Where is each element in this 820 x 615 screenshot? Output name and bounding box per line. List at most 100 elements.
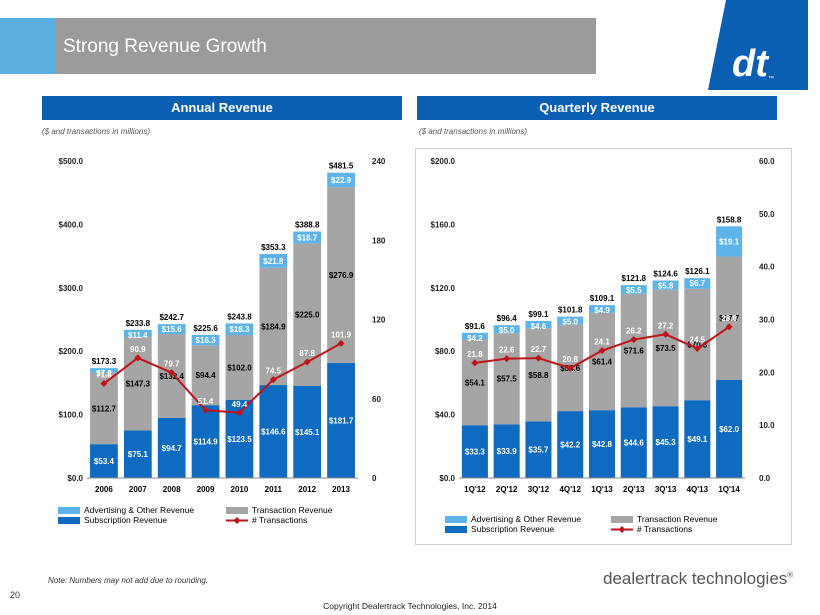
x-tick-label: 2Q'12 [496,485,518,494]
bar-data-label: $18.7 [297,233,318,242]
bar-total-label: $173.3 [92,357,117,366]
legend-label: Subscription Revenue [471,524,554,534]
y2-tick-label: 120 [372,316,386,325]
bar-total-label: $388.8 [295,221,320,230]
legend-label: Advertising & Other Revenue [84,505,194,515]
x-tick-label: 2006 [95,485,113,494]
transactions-data-label: 87.8 [299,349,315,358]
bar-data-label: $58.8 [528,371,549,380]
y2-tick-label: 0.0 [759,474,771,483]
bar-data-label: $75.1 [128,450,149,459]
x-tick-label: 2008 [163,485,181,494]
x-tick-label: 2011 [265,485,283,494]
bar-segment [525,320,552,329]
bar-data-label: $5.5 [626,286,642,295]
bar-data-label: $53.4 [94,457,115,466]
bar-data-label: $114.9 [194,438,219,447]
y-tick-label: $120.0 [431,284,456,293]
y-tick-label: $400.0 [59,220,84,229]
transactions-marker [269,376,277,384]
bar-segment [327,172,355,188]
bar-data-label: $145.1 [295,428,320,437]
bar-segment [191,345,220,406]
bar-segment [123,430,152,478]
legend-label: Transaction Revenue [252,505,333,515]
bar-data-label: $102.0 [227,363,252,372]
bar-total-label: $481.5 [329,162,354,171]
bar-data-label: $22.9 [331,176,352,185]
bar-segment [716,379,743,478]
x-tick-label: 4Q'12 [559,485,581,494]
legend-swatch [611,516,633,523]
bar-data-label: $5.0 [562,318,578,327]
bar-segment [90,368,118,373]
bar-segment [225,335,254,400]
bar-data-label: $181.7 [329,416,354,425]
annual-revenue-chart: $0.0 $100.0 $200.0 $300.0 $400.0 $500.0 0 60 120… [58,157,386,525]
bar-data-label: $71.6 [624,347,645,356]
bar-data-label: $184.9 [261,322,286,331]
bar-data-label: $11.4 [128,331,148,340]
bar-total-label: $99.1 [528,310,549,319]
x-tick-label: 2007 [129,485,147,494]
bar-segment [588,312,616,411]
logo-tm: ™ [768,75,774,82]
transactions-data-label: 20.8 [562,355,578,364]
transactions-data-label: 24.1 [594,338,610,347]
bar-data-label: $5.8 [658,282,674,291]
transactions-marker [235,409,243,417]
legend-swatch [226,507,248,514]
transactions-data-label: 51.4 [198,397,214,406]
x-tick-label: 1Q'14 [718,485,740,494]
transactions-marker [134,354,142,362]
bar-data-label: $61.4 [592,358,613,367]
bar-segment [557,316,584,325]
bar-segment [620,407,647,478]
bar-data-label: $35.7 [528,446,549,455]
bar-data-label: $49.1 [687,435,708,444]
bar-segment [157,324,186,335]
y2-tick-label: 60.0 [759,157,775,166]
bar-segment [327,362,355,478]
y-tick-label: $0.0 [439,474,455,483]
bar-data-label: $77.7 [719,314,740,323]
transactions-data-label: 26.2 [626,327,642,336]
bar-total-label: $233.8 [126,319,151,328]
y-tick-label: $300.0 [59,284,84,293]
bar-segment [620,285,647,294]
bar-data-label: $4.2 [467,334,483,343]
bar-segment [652,280,679,290]
bar-segment [123,336,152,431]
title-bar [55,18,596,74]
legend-label: Subscription Revenue [84,515,167,525]
bar-total-label: $225.6 [193,324,218,333]
bar-data-label: $62.0 [719,425,740,434]
bar-total-label: $96.4 [497,314,518,323]
y2-tick-label: 0 [372,474,377,483]
bar-segment [461,425,488,478]
page-number: 20 [10,590,21,600]
transactions-marker [303,358,311,366]
bar-data-label: $123.5 [227,435,252,444]
bar-segment [157,417,186,478]
bar-data-label: $147.3 [126,380,151,389]
transactions-data-label: 79.7 [164,360,180,369]
transactions-marker [598,347,606,355]
bar-segment [652,406,679,478]
x-tick-label: 1Q'13 [591,485,613,494]
transactions-data-label: 101.9 [331,330,352,339]
bar-segment [293,231,322,244]
bar-data-label: $42.2 [560,441,581,450]
transactions-data-label: 22.6 [499,346,515,355]
bar-segment [493,424,520,478]
bar-data-label: $5.0 [499,326,515,335]
y2-tick-label: 180 [372,236,386,245]
y2-tick-label: 50.0 [759,210,775,219]
bar-segment [327,187,355,363]
x-tick-label: 2Q'13 [623,485,645,494]
y2-tick-label: 40.0 [759,263,775,272]
bar-segment [225,323,254,336]
bar-segment [493,325,520,334]
rounding-note: Note: Numbers may not add due to roundin… [48,576,209,585]
bar-total-label: $243.8 [227,312,252,321]
